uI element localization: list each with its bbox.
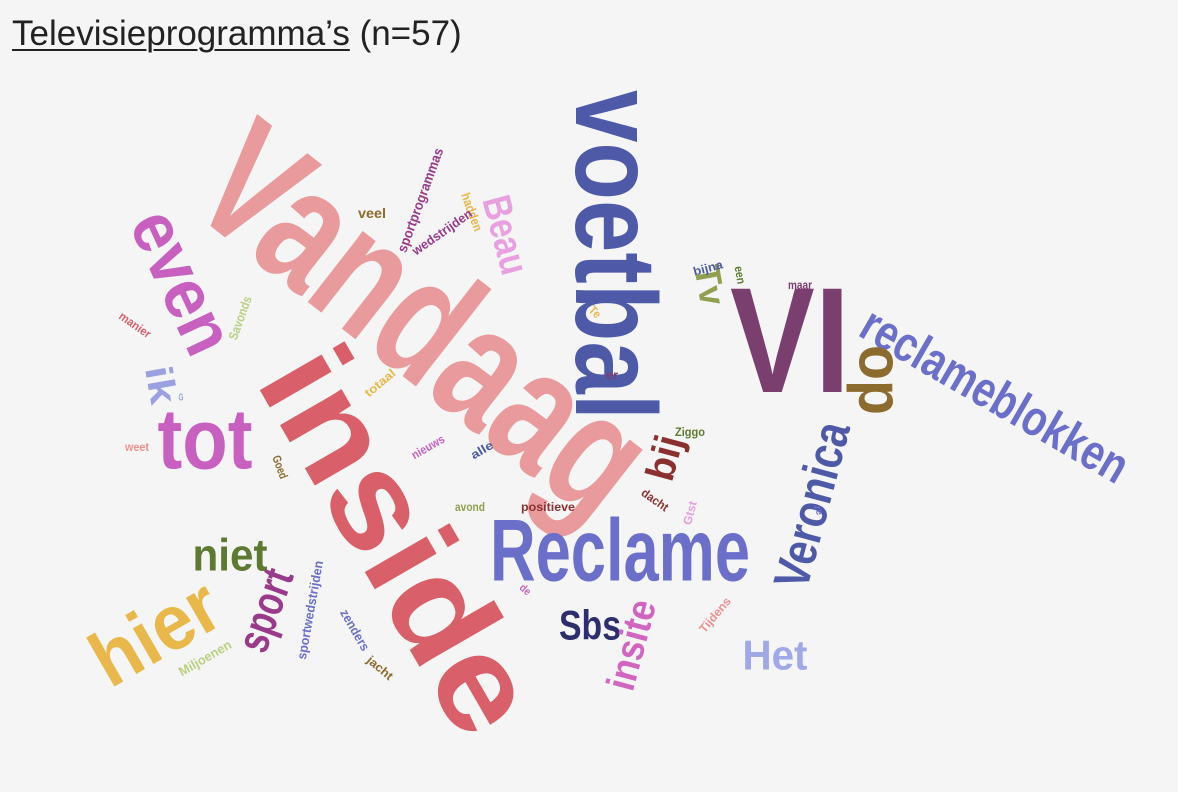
word: ik (136, 363, 184, 409)
heading: Televisieprogramma’s (n=57) (12, 14, 462, 54)
word: Gtst (680, 500, 700, 527)
word: avond (455, 500, 485, 514)
word: er (606, 368, 618, 382)
word: Sbs (559, 602, 621, 649)
word: Tijdens (696, 594, 734, 635)
word: hier (75, 560, 236, 704)
word: VI (730, 256, 850, 424)
word: Reclame (490, 501, 750, 600)
word: ze (811, 503, 825, 517)
word: Veronica (763, 415, 861, 595)
word: tot (158, 393, 253, 488)
word: manier (116, 309, 154, 341)
word: Ziggo (675, 425, 705, 439)
word: maar (788, 278, 812, 292)
word: positieve (521, 500, 575, 514)
title: Televisieprogramma’s (12, 14, 350, 53)
word: Tv (686, 262, 733, 309)
word: weet (124, 440, 149, 454)
word: voetbal (551, 90, 679, 420)
word: veel (358, 205, 386, 221)
word: niet (193, 530, 268, 581)
word: G (179, 393, 184, 404)
word: sportwedstrijden (294, 559, 326, 660)
subtitle: (n=57) (359, 14, 462, 53)
word: een (732, 265, 749, 285)
word: op (846, 345, 915, 415)
word: Het (743, 632, 808, 679)
